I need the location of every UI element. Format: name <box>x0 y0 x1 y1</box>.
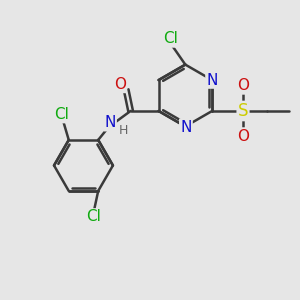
Text: O: O <box>238 128 250 143</box>
Text: N: N <box>104 115 116 130</box>
Text: H: H <box>118 124 128 136</box>
Text: Cl: Cl <box>163 32 178 46</box>
Text: O: O <box>114 77 126 92</box>
Text: N: N <box>180 119 192 134</box>
Text: Cl: Cl <box>54 107 69 122</box>
Text: Cl: Cl <box>86 209 101 224</box>
Text: O: O <box>238 79 250 94</box>
Text: S: S <box>238 102 248 120</box>
Text: N: N <box>206 73 218 88</box>
